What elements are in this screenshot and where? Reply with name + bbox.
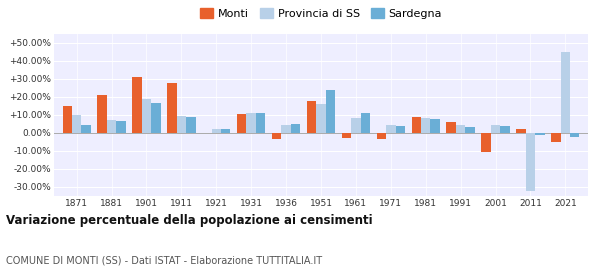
Bar	[167, 83, 176, 133]
Bar	[500, 126, 509, 133]
Bar	[186, 116, 196, 133]
Bar	[342, 133, 351, 138]
Bar	[456, 125, 466, 133]
Bar	[212, 129, 221, 133]
Bar	[97, 95, 107, 133]
Bar	[221, 129, 230, 133]
Bar	[491, 125, 500, 133]
Bar	[256, 113, 265, 133]
Bar	[395, 126, 405, 133]
Bar	[316, 104, 326, 133]
Bar	[361, 113, 370, 133]
Bar	[377, 133, 386, 139]
Bar	[516, 129, 526, 133]
Bar	[351, 118, 361, 133]
Bar	[142, 99, 151, 133]
Bar	[551, 133, 560, 142]
Bar	[412, 116, 421, 133]
Bar	[72, 115, 82, 133]
Bar	[247, 113, 256, 133]
Text: Variazione percentuale della popolazione ai censimenti: Variazione percentuale della popolazione…	[6, 214, 373, 227]
Bar	[386, 125, 395, 133]
Bar	[526, 133, 535, 191]
Bar	[291, 124, 300, 133]
Bar	[421, 118, 430, 133]
Bar	[326, 90, 335, 133]
Bar	[82, 125, 91, 133]
Bar	[107, 120, 116, 133]
Bar	[116, 121, 126, 133]
Bar	[481, 133, 491, 152]
Bar	[446, 122, 456, 133]
Bar	[307, 101, 316, 133]
Bar	[560, 52, 570, 133]
Bar	[151, 103, 161, 133]
Bar	[466, 127, 475, 133]
Bar	[535, 133, 545, 135]
Bar	[281, 125, 291, 133]
Bar	[570, 133, 580, 137]
Bar	[133, 77, 142, 133]
Bar	[62, 106, 72, 133]
Bar	[176, 116, 186, 133]
Text: COMUNE DI MONTI (SS) - Dati ISTAT - Elaborazione TUTTITALIA.IT: COMUNE DI MONTI (SS) - Dati ISTAT - Elab…	[6, 255, 322, 265]
Bar	[237, 114, 247, 133]
Bar	[272, 133, 281, 139]
Bar	[430, 119, 440, 133]
Legend: Monti, Provincia di SS, Sardegna: Monti, Provincia di SS, Sardegna	[196, 3, 446, 23]
